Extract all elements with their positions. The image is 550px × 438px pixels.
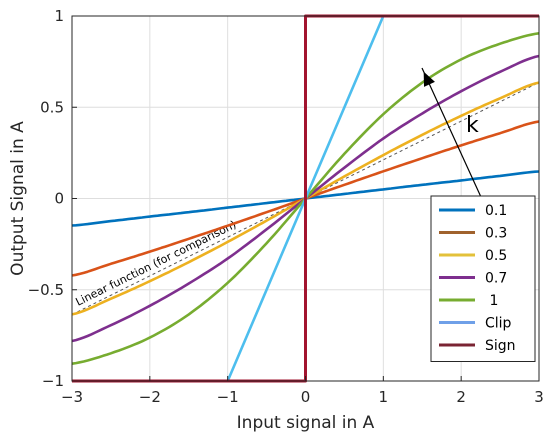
- x-tick-label-0: −3: [61, 388, 83, 406]
- x-tick-label-2: −1: [217, 388, 239, 406]
- k-arrow: [421, 67, 487, 209]
- legend-label-3: 0.7: [485, 271, 507, 287]
- k-arrow-head: [423, 71, 435, 87]
- k-label: k: [466, 113, 479, 138]
- legend-label-4: 1: [485, 293, 498, 309]
- y-tick-label-3: 0.5: [40, 98, 64, 116]
- legend: 0.1 0.3 0.5 0.7 1 Clip Sign: [430, 195, 536, 362]
- legend-label-5: Clip: [485, 316, 512, 332]
- axes-frame: [71, 15, 540, 382]
- x-tick-label-1: −2: [139, 388, 161, 406]
- x-tick-label-6: 3: [534, 388, 544, 406]
- y-tick-label-0: −1: [42, 372, 64, 390]
- legend-label-6: Sign: [485, 338, 516, 354]
- legend-label-0: 0.1: [485, 203, 507, 219]
- tick-labels: −3 −2 −1 0 1 2 3 −1 −0.5 0 0.5 1: [28, 7, 544, 406]
- y-tick-label-4: 1: [54, 7, 64, 25]
- x-tick-label-4: 1: [379, 388, 389, 406]
- y-tick-label-1: −0.5: [28, 281, 64, 299]
- legend-label-1: 0.3: [485, 226, 507, 242]
- k-arrow-group: k: [421, 67, 487, 209]
- y-tick-label-2: 0: [54, 190, 64, 208]
- x-axis-title: Input signal in A: [237, 413, 375, 433]
- x-tick-label-5: 2: [456, 388, 466, 406]
- legend-label-2: 0.5: [485, 248, 507, 264]
- x-tick-label-3: 0: [301, 388, 311, 406]
- y-axis-title: Output Signal in A: [8, 121, 28, 276]
